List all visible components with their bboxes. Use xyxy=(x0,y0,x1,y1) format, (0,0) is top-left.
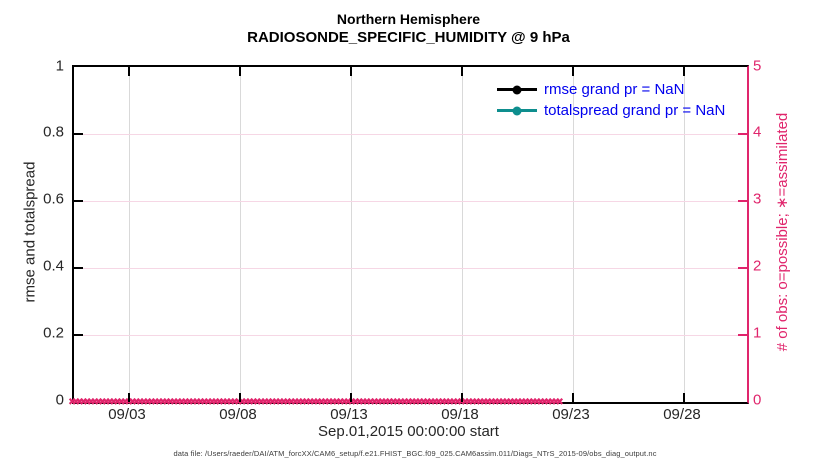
right-ytick-label: 1 xyxy=(753,324,762,342)
x-tick-mark-top xyxy=(128,67,130,76)
vertical-gridline xyxy=(462,67,463,402)
right-ytick-label: 3 xyxy=(753,190,762,208)
x-tick-label: 09/23 xyxy=(552,406,590,423)
x-tick-mark-top xyxy=(239,67,241,76)
vertical-gridline xyxy=(351,67,352,402)
vertical-gridline xyxy=(240,67,241,402)
circle-marker-icon xyxy=(512,106,522,115)
chart-title: Northern Hemisphere xyxy=(336,11,481,27)
x-tick-mark xyxy=(572,393,574,402)
horizontal-gridline xyxy=(74,335,747,336)
y-tick-mark-left xyxy=(74,334,83,336)
legend-label-totalspread: totalspread grand pr = NaN xyxy=(544,102,726,119)
vertical-gridline xyxy=(684,67,685,402)
x-tick-label: 09/18 xyxy=(441,406,479,423)
x-tick-label: 09/03 xyxy=(108,406,146,423)
left-ytick-label: 0.6 xyxy=(43,190,64,208)
left-ytick-label: 0.4 xyxy=(43,257,64,275)
right-ytick-label: 4 xyxy=(753,123,762,141)
vertical-gridline xyxy=(129,67,130,402)
x-tick-mark xyxy=(128,393,130,402)
rmse-line-sample xyxy=(497,85,537,94)
obs-zero-marker-band: ✖✖✖✖✖✖✖✖✖✖✖✖✖✖✖✖✖✖✖✖✖✖✖✖✖✖✖✖✖✖✖✖✖✖✖✖✖✖✖✖… xyxy=(68,397,564,408)
y-tick-mark-left xyxy=(74,267,83,269)
y-tick-mark-right xyxy=(738,267,747,269)
right-yaxis-title: # of obs: o=possible; ∗=assimilated xyxy=(774,112,791,352)
left-ytick-label: 0.2 xyxy=(43,324,64,342)
x-tick-mark xyxy=(239,393,241,402)
horizontal-gridline xyxy=(74,134,747,135)
x-tick-label: 09/13 xyxy=(330,406,368,423)
plot-area: ✖✖✖✖✖✖✖✖✖✖✖✖✖✖✖✖✖✖✖✖✖✖✖✖✖✖✖✖✖✖✖✖✖✖✖✖✖✖✖✖… xyxy=(68,65,749,408)
left-ytick-label: 0 xyxy=(55,391,64,409)
y-tick-mark-left xyxy=(74,200,83,202)
right-ytick-label: 0 xyxy=(753,391,762,409)
right-ytick-label: 2 xyxy=(753,257,762,275)
x-tick-mark-top xyxy=(572,67,574,76)
legend-item-totalspread: totalspread grand pr = NaN xyxy=(497,100,725,121)
x-tick-mark-top xyxy=(350,67,352,76)
x-tick-mark xyxy=(461,393,463,402)
x-tick-label: 09/28 xyxy=(663,406,701,423)
x-tick-mark xyxy=(350,393,352,402)
circle-marker-icon xyxy=(512,85,522,94)
x-tick-mark xyxy=(683,393,685,402)
x-tick-label: 09/08 xyxy=(219,406,257,423)
vertical-gridline xyxy=(573,67,574,402)
right-ytick-label: 5 xyxy=(753,57,762,75)
y-tick-mark-right xyxy=(738,200,747,202)
horizontal-gridline xyxy=(74,268,747,269)
left-yaxis-title: rmse and totalspread xyxy=(21,161,39,303)
legend-label-rmse: rmse grand pr = NaN xyxy=(544,81,685,98)
totalspread-line-sample xyxy=(497,106,537,115)
data-file-path: data file: /Users/raeder/DAI/ATM_forcXX/… xyxy=(173,449,657,458)
left-ytick-label: 0.8 xyxy=(43,123,64,141)
x-tick-mark-top xyxy=(683,67,685,76)
xaxis-title: Sep.01,2015 00:00:00 start xyxy=(318,423,499,440)
chart-subtitle: RADIOSONDE_SPECIFIC_HUMIDITY @ 9 hPa xyxy=(247,29,570,46)
left-ytick-label: 1 xyxy=(55,57,64,75)
legend: rmse grand pr = NaN totalspread grand pr… xyxy=(497,79,725,121)
horizontal-gridline xyxy=(74,201,747,202)
y-tick-mark-right xyxy=(738,334,747,336)
y-tick-mark-right xyxy=(738,133,747,135)
x-tick-mark-top xyxy=(461,67,463,76)
y-tick-mark-left xyxy=(74,133,83,135)
legend-item-rmse: rmse grand pr = NaN xyxy=(497,79,725,100)
chart-title-block: Northern Hemisphere RADIOSONDE_SPECIFIC_… xyxy=(72,10,745,47)
